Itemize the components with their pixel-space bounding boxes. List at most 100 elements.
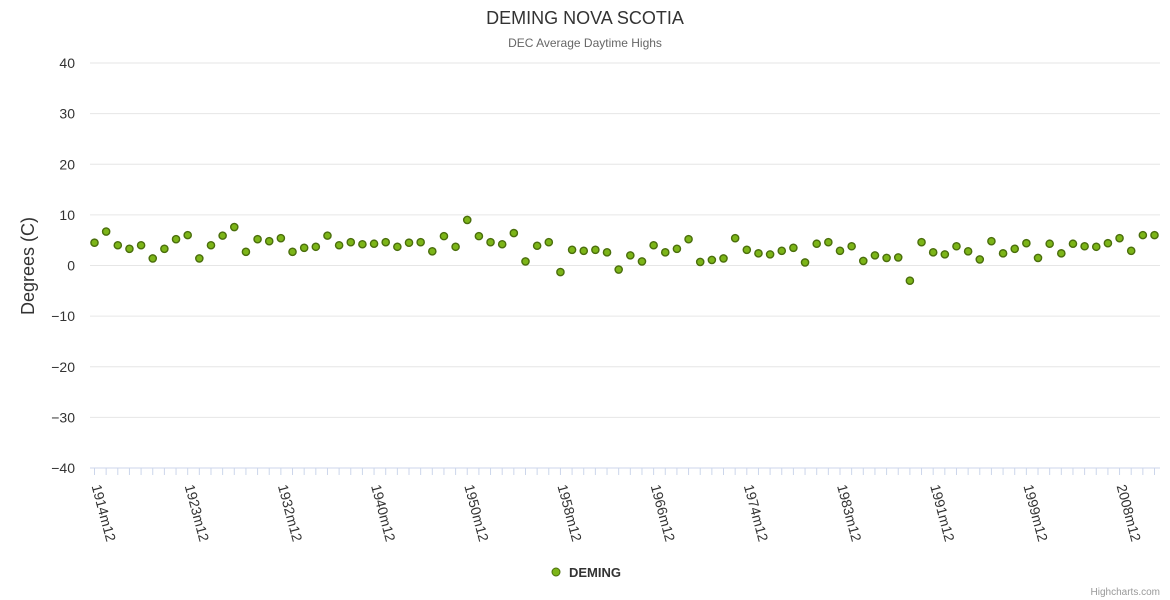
- data-point[interactable]: [288, 247, 297, 257]
- data-point[interactable]: [812, 239, 821, 249]
- data-point[interactable]: [393, 242, 402, 252]
- data-point[interactable]: [160, 244, 169, 254]
- data-point[interactable]: [1150, 230, 1159, 240]
- data-point[interactable]: [1115, 233, 1124, 243]
- data-point[interactable]: [893, 253, 903, 262]
- data-point[interactable]: [660, 248, 670, 257]
- data-point[interactable]: [754, 249, 763, 258]
- data-point[interactable]: [206, 240, 216, 250]
- data-point[interactable]: [1126, 246, 1136, 256]
- legend-label: DEMING: [569, 565, 621, 580]
- data-point[interactable]: [579, 246, 589, 256]
- data-point[interactable]: [171, 234, 181, 244]
- data-point[interactable]: [905, 276, 915, 285]
- data-point[interactable]: [323, 231, 332, 240]
- data-point[interactable]: [672, 244, 682, 254]
- data-point[interactable]: [719, 254, 728, 263]
- y-axis-ticks: 40 30 20 10 0 −10 −20 −30 −40: [51, 55, 75, 476]
- data-point[interactable]: [521, 257, 530, 266]
- data-point[interactable]: [264, 236, 274, 246]
- data-point[interactable]: [963, 247, 973, 256]
- data-point[interactable]: [113, 240, 123, 250]
- credits-link[interactable]: Highcharts.com: [1091, 587, 1160, 598]
- data-point[interactable]: [1045, 239, 1054, 249]
- data-point[interactable]: [195, 254, 204, 263]
- data-point[interactable]: [474, 231, 484, 241]
- data-point[interactable]: [404, 238, 414, 248]
- data-point[interactable]: [451, 242, 460, 252]
- data-point[interactable]: [334, 240, 344, 250]
- data-point[interactable]: [509, 228, 519, 238]
- data-point[interactable]: [299, 243, 309, 253]
- data-point[interactable]: [940, 250, 950, 259]
- data-point[interactable]: [311, 242, 321, 252]
- legend-item-deming[interactable]: DEMING: [551, 565, 621, 580]
- data-point[interactable]: [229, 222, 239, 232]
- data-point[interactable]: [777, 246, 787, 256]
- data-point[interactable]: [730, 233, 740, 243]
- data-point[interactable]: [626, 251, 635, 260]
- data-point[interactable]: [439, 231, 449, 241]
- data-point[interactable]: [637, 257, 647, 266]
- data-point[interactable]: [101, 227, 111, 236]
- data-point[interactable]: [183, 230, 192, 240]
- data-point[interactable]: [870, 251, 880, 260]
- data-point[interactable]: [148, 254, 158, 263]
- data-point[interactable]: [556, 267, 565, 277]
- data-point[interactable]: [253, 234, 262, 244]
- data-point[interactable]: [497, 239, 507, 249]
- data-point[interactable]: [882, 253, 891, 263]
- data-point[interactable]: [90, 238, 99, 248]
- data-point[interactable]: [136, 240, 146, 250]
- data-point[interactable]: [824, 237, 833, 247]
- y-tick-label: −20: [51, 359, 75, 375]
- data-point[interactable]: [998, 249, 1008, 258]
- data-point[interactable]: [835, 246, 845, 256]
- data-point[interactable]: [369, 239, 379, 249]
- data-point[interactable]: [858, 256, 868, 266]
- data-point[interactable]: [346, 237, 356, 247]
- data-point[interactable]: [695, 257, 705, 267]
- data-point[interactable]: [276, 233, 286, 243]
- data-point[interactable]: [1091, 242, 1101, 252]
- x-tick-label: 1999m12: [1020, 483, 1051, 544]
- data-point[interactable]: [847, 241, 856, 251]
- data-point[interactable]: [742, 245, 752, 255]
- data-point[interactable]: [1022, 238, 1031, 248]
- data-point[interactable]: [1033, 253, 1043, 263]
- data-point[interactable]: [649, 240, 658, 250]
- data-point[interactable]: [707, 255, 717, 265]
- data-point[interactable]: [1068, 239, 1078, 249]
- data-point[interactable]: [975, 255, 985, 264]
- data-point[interactable]: [987, 236, 996, 246]
- data-point[interactable]: [602, 248, 612, 257]
- data-point[interactable]: [532, 241, 542, 251]
- data-point[interactable]: [125, 244, 134, 254]
- data-point[interactable]: [952, 241, 961, 251]
- data-point[interactable]: [1103, 238, 1113, 248]
- data-point[interactable]: [1138, 230, 1148, 240]
- data-point[interactable]: [765, 250, 775, 259]
- data-point[interactable]: [789, 243, 798, 253]
- data-point[interactable]: [416, 237, 425, 247]
- data-point[interactable]: [486, 237, 495, 247]
- x-tick-label: 1991m12: [927, 483, 958, 544]
- data-point[interactable]: [1080, 241, 1089, 251]
- data-point[interactable]: [218, 231, 227, 240]
- data-point[interactable]: [462, 215, 472, 225]
- data-point[interactable]: [928, 248, 938, 257]
- data-point[interactable]: [567, 245, 577, 255]
- data-point[interactable]: [917, 237, 926, 247]
- data-point[interactable]: [1010, 244, 1020, 254]
- data-point[interactable]: [381, 237, 391, 247]
- data-point[interactable]: [684, 234, 693, 244]
- data-point[interactable]: [591, 245, 600, 255]
- data-point[interactable]: [358, 239, 367, 249]
- data-point[interactable]: [544, 237, 554, 247]
- data-point[interactable]: [1057, 249, 1066, 258]
- data-point[interactable]: [428, 247, 437, 256]
- data-point[interactable]: [241, 247, 251, 257]
- data-point[interactable]: [614, 265, 623, 274]
- data-point[interactable]: [800, 258, 810, 267]
